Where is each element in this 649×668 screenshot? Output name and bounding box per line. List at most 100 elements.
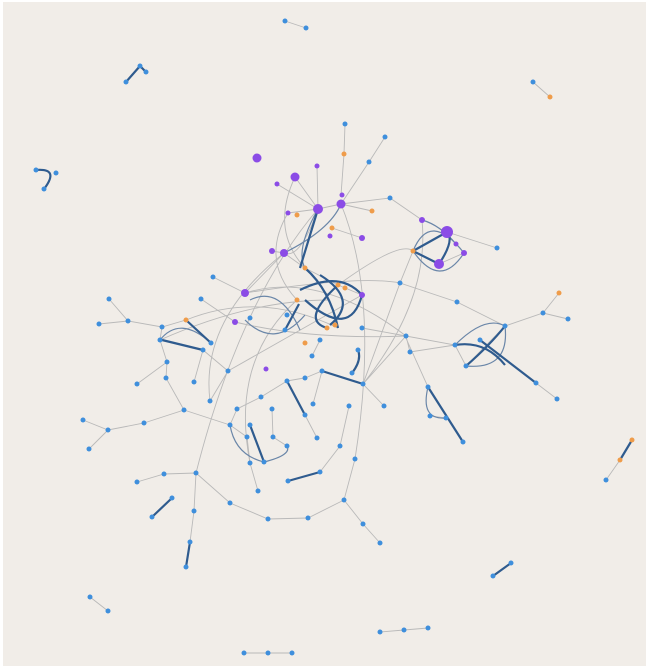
node [193, 470, 199, 476]
node [359, 325, 365, 331]
edge-group [159, 176, 424, 474]
node [305, 515, 311, 521]
node [181, 407, 187, 413]
edge-group [159, 203, 507, 463]
node [377, 540, 383, 546]
node [369, 208, 375, 214]
node [302, 412, 308, 418]
node [289, 650, 295, 656]
node [508, 560, 514, 566]
node [187, 539, 193, 545]
node [232, 319, 238, 325]
node [309, 353, 315, 359]
node [263, 366, 269, 372]
node [227, 500, 233, 506]
node [161, 471, 167, 477]
node [284, 443, 290, 449]
node [397, 280, 403, 286]
node [41, 186, 47, 192]
node [183, 317, 189, 323]
node [382, 134, 388, 140]
node [339, 192, 345, 198]
node [355, 347, 361, 353]
node [359, 292, 365, 298]
node [337, 443, 343, 449]
node [427, 413, 433, 419]
node [258, 394, 264, 400]
background [3, 2, 646, 666]
node [349, 370, 355, 376]
node [227, 422, 233, 428]
node [198, 296, 204, 302]
node [143, 69, 149, 75]
node [617, 457, 623, 463]
node [443, 415, 449, 421]
node [313, 204, 323, 214]
node [141, 420, 147, 426]
node [452, 342, 458, 348]
node [547, 94, 553, 100]
node [285, 478, 291, 484]
node [335, 282, 341, 288]
node [302, 265, 308, 271]
node [310, 401, 316, 407]
node [247, 315, 253, 321]
node [125, 318, 131, 324]
node [502, 323, 508, 329]
node [33, 167, 39, 173]
node [105, 427, 111, 433]
node [346, 403, 352, 409]
node [554, 396, 560, 402]
node [463, 363, 469, 369]
node [377, 629, 383, 635]
node [327, 233, 333, 239]
node [360, 521, 366, 527]
node [490, 573, 496, 579]
node [419, 217, 425, 223]
node [157, 337, 163, 343]
node [434, 259, 444, 269]
node [149, 514, 155, 520]
node [425, 384, 431, 390]
node [603, 477, 609, 483]
node [265, 516, 271, 522]
node [460, 439, 466, 445]
node [407, 349, 413, 355]
node [317, 337, 323, 343]
node [453, 241, 459, 247]
node [381, 403, 387, 409]
node [336, 199, 346, 209]
node [252, 153, 262, 163]
node [265, 650, 271, 656]
node [169, 495, 175, 501]
node [461, 250, 467, 256]
node [86, 446, 92, 452]
node [80, 417, 86, 423]
node [319, 368, 325, 374]
node [284, 378, 290, 384]
node [247, 422, 253, 428]
node [565, 316, 571, 322]
node [477, 337, 483, 343]
node [317, 469, 323, 475]
node [210, 274, 216, 280]
node [342, 121, 348, 127]
node [352, 456, 358, 462]
node [530, 79, 536, 85]
node [533, 380, 539, 386]
node [401, 627, 407, 633]
node [324, 325, 330, 331]
node [454, 299, 460, 305]
node [387, 195, 393, 201]
node [269, 248, 275, 254]
node [261, 459, 267, 465]
node [241, 289, 249, 297]
node [329, 225, 335, 231]
node [274, 181, 280, 187]
node [255, 488, 261, 494]
node [341, 497, 347, 503]
node [629, 437, 635, 443]
node [280, 249, 288, 257]
